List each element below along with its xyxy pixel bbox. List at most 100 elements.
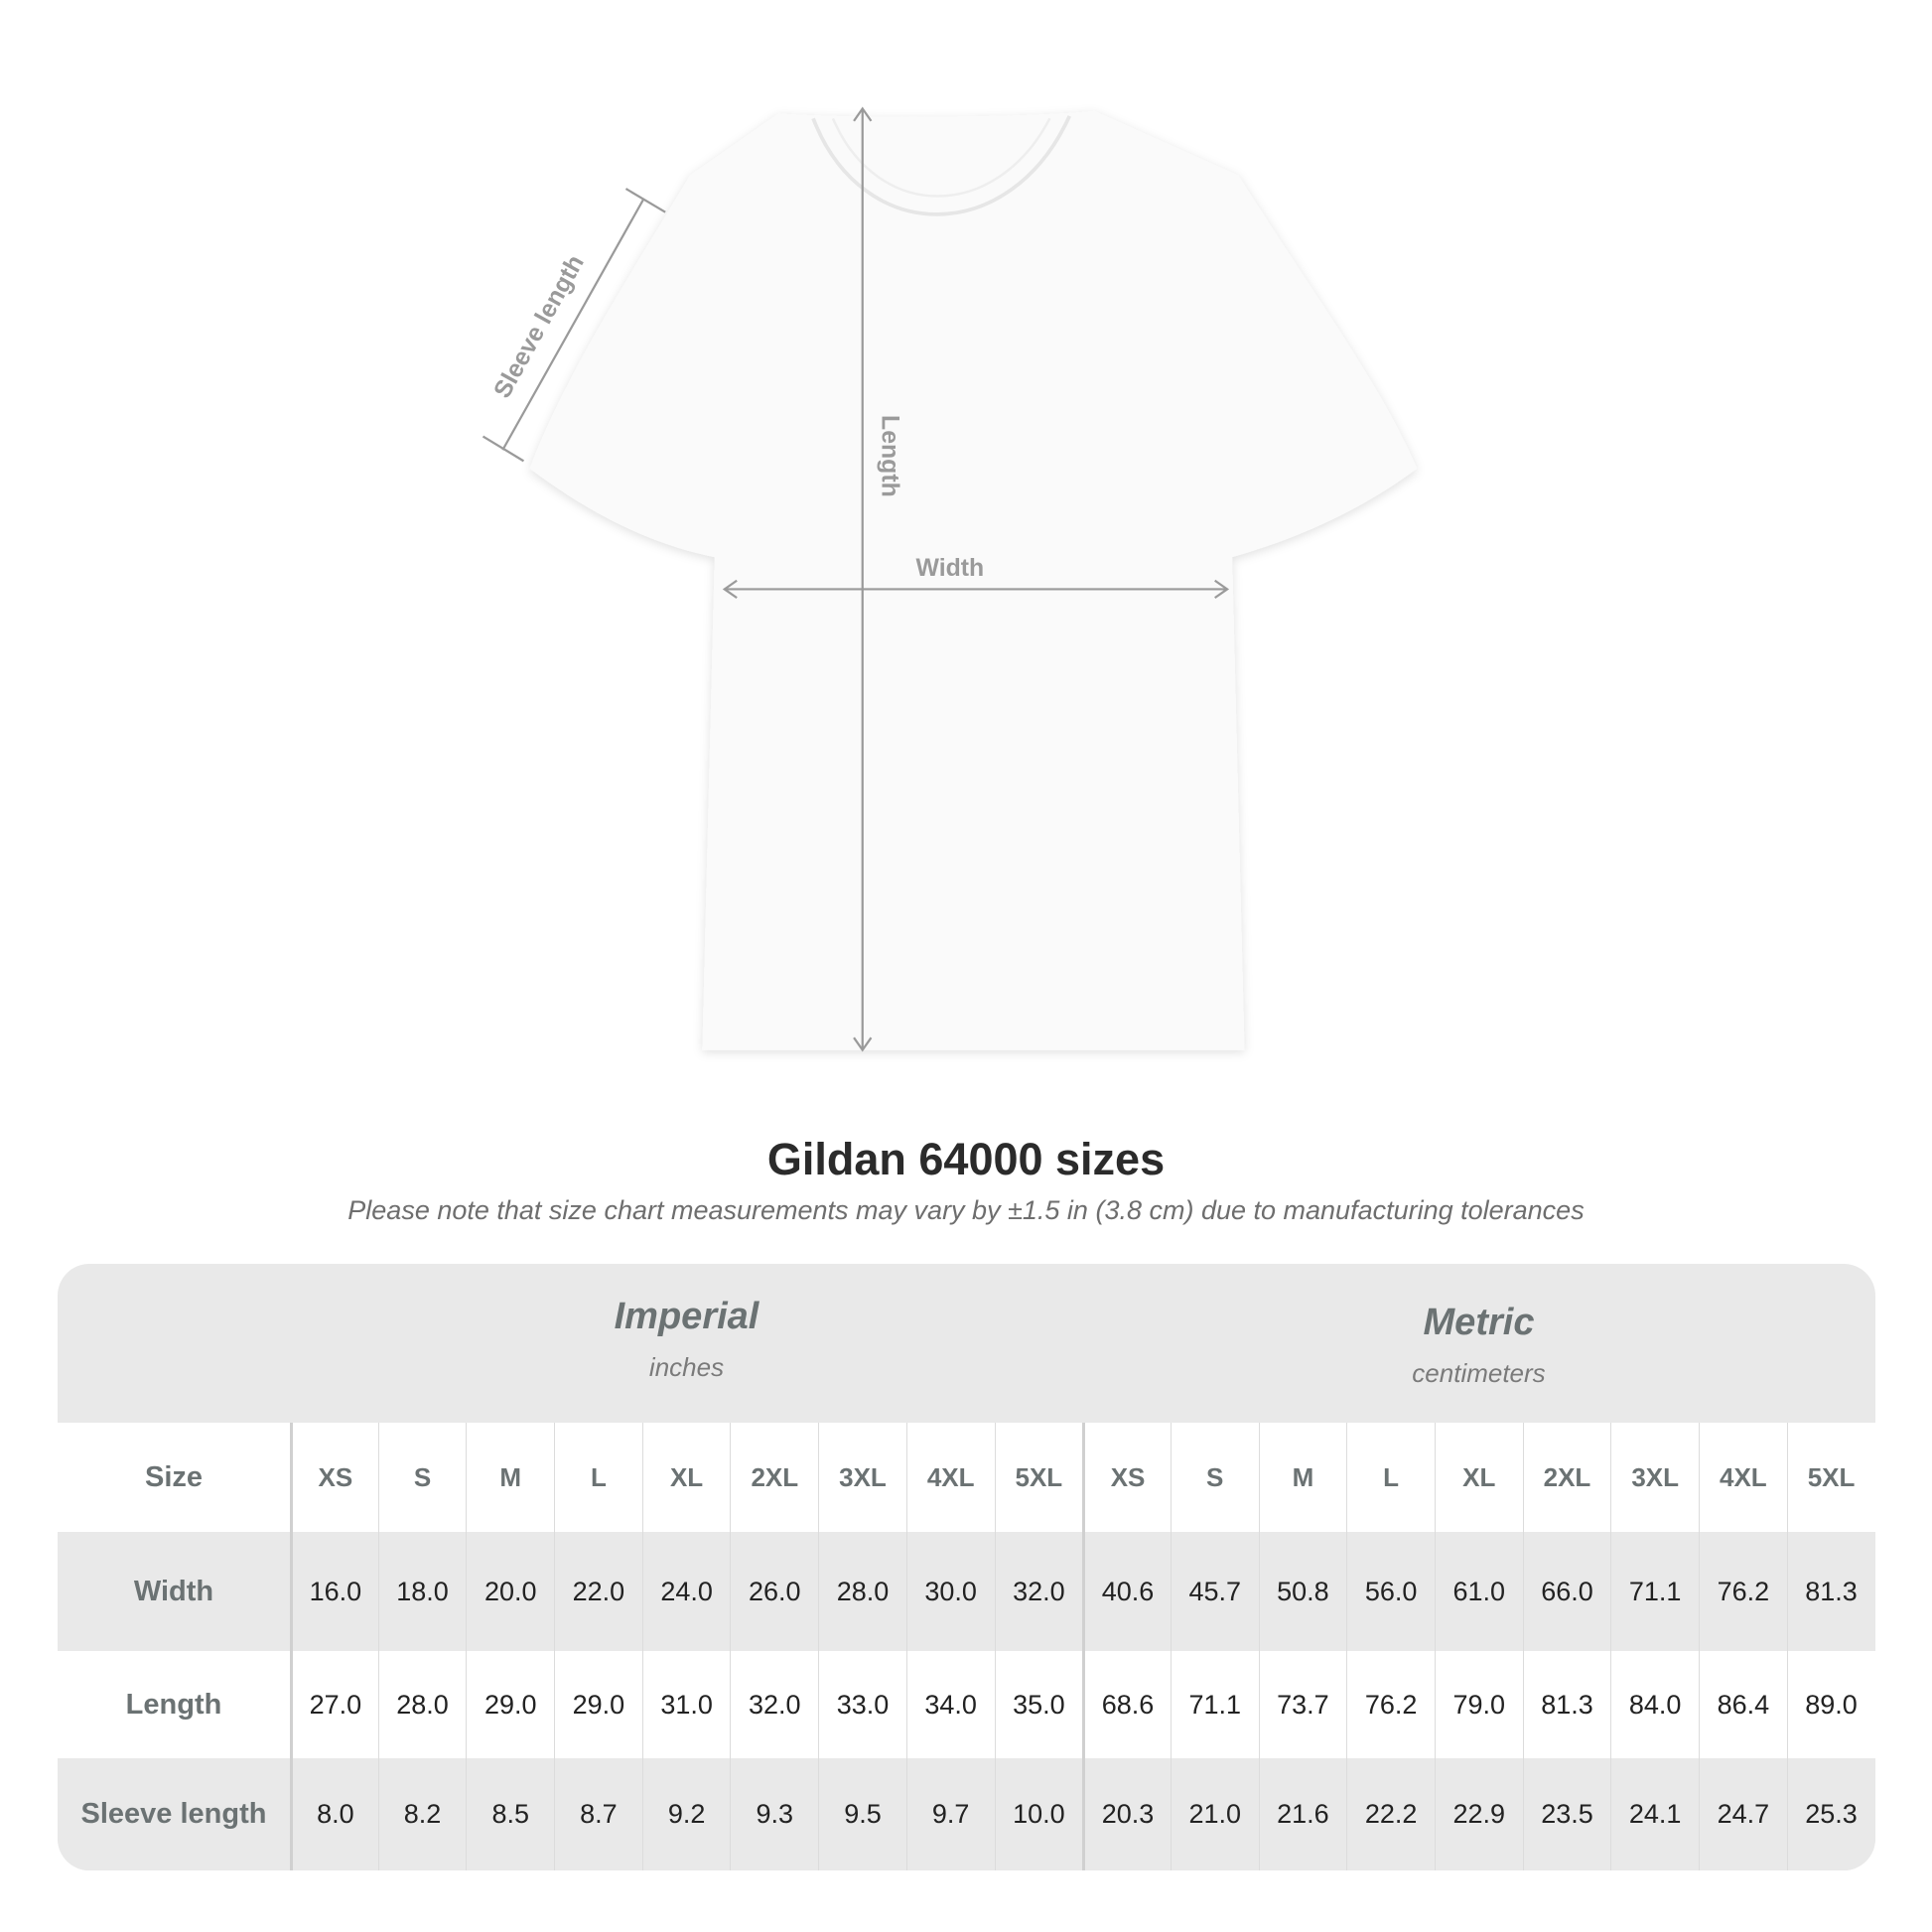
value-cell: 9.5 (818, 1758, 906, 1870)
size-header-cell: XL (641, 1423, 731, 1532)
value-cell: 32.0 (730, 1651, 818, 1758)
imperial-unit: inches (648, 1352, 725, 1382)
sleeve-line (501, 199, 644, 451)
length-label: Length (877, 415, 903, 497)
value-cell: 61.0 (1434, 1532, 1523, 1651)
size-header-cell: 4XL (905, 1423, 995, 1532)
length-arrow-bottom (853, 1036, 873, 1052)
row-label: Sleeve length (80, 1798, 267, 1830)
value-cell: 24.7 (1699, 1758, 1787, 1870)
size-header-cell: 5XL (994, 1423, 1083, 1532)
value-cell: 21.6 (1258, 1758, 1347, 1870)
value-cell: 34.0 (905, 1651, 995, 1758)
metric-unit: centimeters (1412, 1358, 1546, 1388)
value-cell: 89.0 (1786, 1651, 1875, 1758)
size-header-cell: L (1346, 1423, 1435, 1532)
value-cell: 27.0 (290, 1651, 378, 1758)
size-chart-table: Imperial inches Metric centimeters Size … (58, 1264, 1875, 1870)
page-title: Gildan 64000 sizes (766, 1134, 1166, 1184)
value-cell: 22.0 (554, 1532, 642, 1651)
value-cell: 24.1 (1610, 1758, 1699, 1870)
metric-title: Metric (1423, 1302, 1535, 1343)
value-cell: 73.7 (1258, 1651, 1347, 1758)
size-header-cell: S (377, 1423, 467, 1532)
size-header-cell: 3XL (1610, 1423, 1699, 1532)
row-label: Length (125, 1688, 222, 1721)
value-cell: 50.8 (1258, 1532, 1347, 1651)
tshirt-collar-inner (831, 117, 1051, 198)
value-cell: 71.1 (1170, 1651, 1259, 1758)
value-cell: 81.3 (1786, 1532, 1875, 1651)
value-cell: 76.2 (1346, 1651, 1435, 1758)
value-cell: 9.7 (905, 1758, 995, 1870)
value-cell: 28.0 (818, 1532, 906, 1651)
tshirt-collar (811, 115, 1071, 216)
size-header-cell: 2XL (730, 1423, 818, 1532)
value-cell: 9.3 (730, 1758, 818, 1870)
value-cell: 86.4 (1699, 1651, 1787, 1758)
value-cell: 32.0 (994, 1532, 1083, 1651)
size-header-cell: M (1258, 1423, 1347, 1532)
imperial-title: Imperial (614, 1296, 759, 1337)
row-label: Width (133, 1575, 214, 1607)
value-cell: 20.0 (466, 1532, 554, 1651)
value-cell: 16.0 (290, 1532, 378, 1651)
sleeve-tick-bottom (482, 435, 525, 463)
value-cell: 45.7 (1170, 1532, 1259, 1651)
width-arrow-right (1214, 579, 1230, 600)
size-header-cell: XS (290, 1423, 378, 1532)
sleeve-tick-top (624, 188, 666, 213)
tolerance-note: Please note that size chart measurements… (347, 1195, 1585, 1225)
imperial-header: Imperial inches (290, 1296, 1083, 1383)
value-cell: 10.0 (994, 1758, 1083, 1870)
size-header-cell: 5XL (1786, 1423, 1875, 1532)
size-row: Size XS S M L XL 2XL 3XL 4XL 5XL XS S M L XL 2XL 3XL 4XL… (58, 1423, 1875, 1532)
value-cell: 22.2 (1346, 1758, 1435, 1870)
size-header-cell: 3XL (818, 1423, 906, 1532)
value-cell: 18.0 (377, 1532, 467, 1651)
value-cell: 30.0 (905, 1532, 995, 1651)
value-cell: 35.0 (994, 1651, 1083, 1758)
tshirt-shape (529, 110, 1418, 1050)
size-header-cell: L (554, 1423, 642, 1532)
value-cell: 26.0 (730, 1532, 818, 1651)
value-cell: 56.0 (1346, 1532, 1435, 1651)
tshirt-measurement-diagram: Sleeve length Length Width (482, 106, 1418, 1052)
value-cell: 28.0 (377, 1651, 467, 1758)
size-header-cell: XS (1082, 1423, 1171, 1532)
value-cell: 40.6 (1082, 1532, 1171, 1651)
value-cell: 71.1 (1610, 1532, 1699, 1651)
value-cell: 29.0 (554, 1651, 642, 1758)
value-cell: 8.0 (290, 1758, 378, 1870)
value-cell: 8.7 (554, 1758, 642, 1870)
value-cell: 20.3 (1082, 1758, 1171, 1870)
value-cell: 9.2 (641, 1758, 731, 1870)
value-cell: 21.0 (1170, 1758, 1259, 1870)
size-header-cell: M (466, 1423, 554, 1532)
size-header-cell: XL (1434, 1423, 1523, 1532)
value-cell: 81.3 (1522, 1651, 1611, 1758)
value-cell: 29.0 (466, 1651, 554, 1758)
value-cell: 24.0 (641, 1532, 731, 1651)
value-cell: 84.0 (1610, 1651, 1699, 1758)
value-cell: 79.0 (1434, 1651, 1523, 1758)
value-cell: 68.6 (1082, 1651, 1171, 1758)
value-cell: 25.3 (1786, 1758, 1875, 1870)
value-cell: 23.5 (1522, 1758, 1611, 1870)
size-header-cell: S (1170, 1423, 1259, 1532)
size-header-cell: 2XL (1522, 1423, 1611, 1532)
length-arrow-top (853, 106, 873, 122)
value-cell: 66.0 (1522, 1532, 1611, 1651)
metric-header: Metric centimeters (1082, 1302, 1875, 1389)
table-row: Sleeve length 8.0 8.2 8.5 8.7 9.2 9.3 9.5 9.7 10.… (58, 1758, 1875, 1870)
value-cell: 31.0 (641, 1651, 731, 1758)
value-cell: 8.5 (466, 1758, 554, 1870)
value-cell: 33.0 (818, 1651, 906, 1758)
value-cell: 8.2 (377, 1758, 467, 1870)
width-label: Width (916, 555, 985, 582)
value-cell: 76.2 (1699, 1532, 1787, 1651)
width-arrow-left (722, 579, 738, 600)
size-header-cell: 4XL (1699, 1423, 1787, 1532)
table-row: Length 27.0 28.0 29.0 29.0 31.0 32.0 33.0 34.0 35… (58, 1651, 1875, 1758)
size-label: Size (144, 1460, 204, 1493)
